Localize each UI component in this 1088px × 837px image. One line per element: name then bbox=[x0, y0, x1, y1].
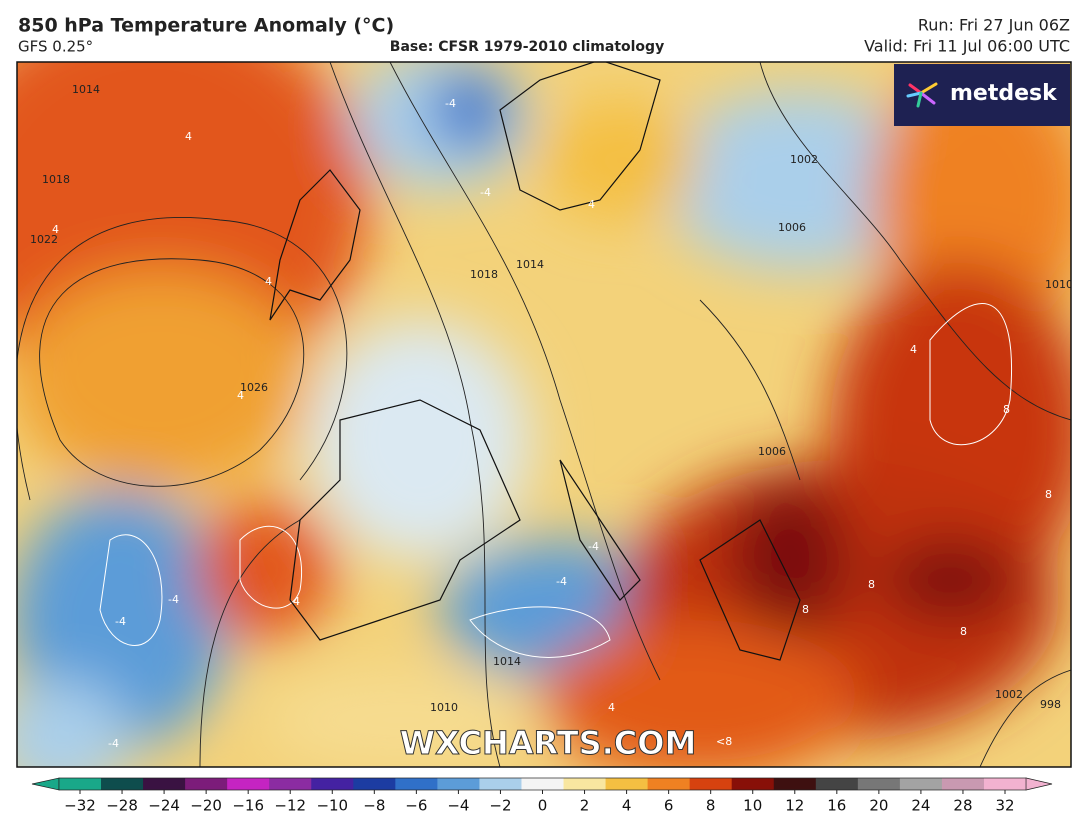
anomaly-label: 4 bbox=[588, 198, 595, 211]
title: 850 hPa Temperature Anomaly (°C) bbox=[18, 15, 394, 37]
colorbar-arrow bbox=[31, 777, 60, 791]
logo-text: metdesk bbox=[950, 81, 1058, 106]
isobar-label: 1002 bbox=[790, 153, 818, 166]
colorbar-tick-label: −12 bbox=[274, 797, 306, 815]
anomaly-label: 4 bbox=[910, 343, 917, 356]
anomaly-label: 8 bbox=[868, 578, 875, 591]
colorbar-arrow bbox=[1025, 777, 1053, 791]
colorbar-segment bbox=[479, 778, 522, 790]
colorbar-segment bbox=[731, 778, 775, 790]
colorbar-tick-label: 24 bbox=[911, 797, 930, 815]
anomaly-labels: 4 -4 4 4 4 4 -4 4 4 8 8 -4 -4 -4 4 -4 8 … bbox=[52, 97, 1052, 750]
valid: Valid: Fri 11 Jul 06:00 UTC bbox=[864, 37, 1070, 56]
colorbar-segment bbox=[857, 778, 901, 790]
base: Base: CFSR 1979-2010 climatology bbox=[390, 39, 664, 55]
run: Run: Fri 27 Jun 06Z bbox=[918, 16, 1070, 35]
anomaly-label: 8 bbox=[1003, 403, 1010, 416]
isobar-label: 1006 bbox=[758, 445, 786, 458]
isobar-label: 1010 bbox=[1045, 278, 1073, 291]
colorbar-tick-label: −6 bbox=[405, 797, 427, 815]
colorbar-tick-label: 20 bbox=[869, 797, 888, 815]
isobar-label: 1018 bbox=[42, 173, 70, 186]
anomaly-label: 4 bbox=[237, 389, 244, 402]
colorbar-segment bbox=[185, 778, 228, 790]
anomaly-label: -4 bbox=[445, 97, 456, 110]
colorbar-tick-label: 0 bbox=[538, 797, 548, 815]
anomaly-label: 8 bbox=[960, 625, 967, 638]
colorbar-tick-label: −4 bbox=[447, 797, 469, 815]
isobar-label: 1010 bbox=[430, 701, 458, 714]
colorbar-segment bbox=[983, 778, 1027, 790]
colorbar-tick-label: 10 bbox=[743, 797, 762, 815]
colorbar-tick-label: −8 bbox=[363, 797, 385, 815]
colorbar-segment bbox=[395, 778, 438, 790]
colorbar-tick-label: −20 bbox=[190, 797, 222, 815]
colorbar-tick-label: −10 bbox=[316, 797, 348, 815]
colorbar-segment bbox=[899, 778, 943, 790]
isobar-label: 1014 bbox=[72, 83, 100, 96]
colorbar-segment bbox=[311, 778, 354, 790]
colorbar-tick-label: 2 bbox=[580, 797, 590, 815]
anomaly-label: 4 bbox=[185, 130, 192, 143]
colorbar-tick-label: 28 bbox=[953, 797, 972, 815]
anomaly-label: -4 bbox=[480, 186, 491, 199]
colorbar-segment bbox=[563, 778, 607, 790]
colorbar-segment bbox=[647, 778, 691, 790]
colorbar-frame bbox=[58, 777, 1027, 791]
model: GFS 0.25° bbox=[18, 38, 93, 56]
colorbar-segment bbox=[269, 778, 312, 790]
colorbar: −32 −28 −24 −20 −16 −12 −10 −8 −6 −4 −2 0 2 4 6 8 10 12 16… bbox=[31, 777, 1053, 815]
anomaly-label: -4 bbox=[588, 540, 599, 553]
isobar-label: 1002 bbox=[995, 688, 1023, 701]
colorbar-segment bbox=[941, 778, 985, 790]
colorbar-segment bbox=[58, 778, 102, 790]
anomaly-label: 8 bbox=[802, 603, 809, 616]
colorbar-tick-label: 12 bbox=[785, 797, 804, 815]
isobar-label: 998 bbox=[1040, 698, 1061, 711]
colorbar-segment bbox=[101, 778, 144, 790]
colorbar-tick-label: −2 bbox=[489, 797, 511, 815]
colorbar-tick-label: 32 bbox=[995, 797, 1014, 815]
colorbar-segment bbox=[437, 778, 480, 790]
colorbar-segment bbox=[773, 778, 817, 790]
isobar-label: 1022 bbox=[30, 233, 58, 246]
isobar-label: 1014 bbox=[493, 655, 521, 668]
colorbar-segment bbox=[227, 778, 270, 790]
anomaly-label: -4 bbox=[168, 593, 179, 606]
colorbar-segment bbox=[353, 778, 396, 790]
isobar-label: 1018 bbox=[470, 268, 498, 281]
isobar-labels: 1014 1018 1022 1026 1018 1014 1002 1006 … bbox=[30, 83, 1073, 714]
anomaly-label: 4 bbox=[265, 275, 272, 288]
anomaly-label: -4 bbox=[115, 615, 126, 628]
isobar-label: 1014 bbox=[516, 258, 544, 271]
colorbar-tick-label: −32 bbox=[64, 797, 96, 815]
isobar-label: 1006 bbox=[778, 221, 806, 234]
colorbar-tick-label: −24 bbox=[148, 797, 180, 815]
colorbar-tick-label: 4 bbox=[622, 797, 632, 815]
colorbar-segment bbox=[521, 778, 565, 790]
map: 1014 1018 1022 1026 1018 1014 1002 1006 … bbox=[17, 62, 1073, 767]
colorbar-segment bbox=[815, 778, 859, 790]
colorbar-tick-label: −28 bbox=[106, 797, 138, 815]
anomaly-label: 4 bbox=[52, 223, 59, 236]
logo-icon bbox=[906, 82, 938, 108]
watermark: WXCHARTS.COM bbox=[400, 724, 697, 762]
colorbar-segment bbox=[605, 778, 649, 790]
anomaly-label: -4 bbox=[108, 737, 119, 750]
colorbar-segment bbox=[143, 778, 186, 790]
map-frame bbox=[16, 61, 1072, 768]
anomaly-label: 8 bbox=[1045, 488, 1052, 501]
isobar-label: 1026 bbox=[240, 381, 268, 394]
anomaly-label: -4 bbox=[556, 575, 567, 588]
colorbar-tick-label: 16 bbox=[827, 797, 846, 815]
anomaly-label: 4 bbox=[293, 595, 300, 608]
anomaly-label: 4 bbox=[608, 701, 615, 714]
colorbar-tick-label: 6 bbox=[664, 797, 674, 815]
colorbar-segment bbox=[689, 778, 733, 790]
colorbar-tick-label: 8 bbox=[706, 797, 716, 815]
colorbar-tick-label: −16 bbox=[232, 797, 264, 815]
anomaly-label: <8 bbox=[716, 735, 732, 748]
